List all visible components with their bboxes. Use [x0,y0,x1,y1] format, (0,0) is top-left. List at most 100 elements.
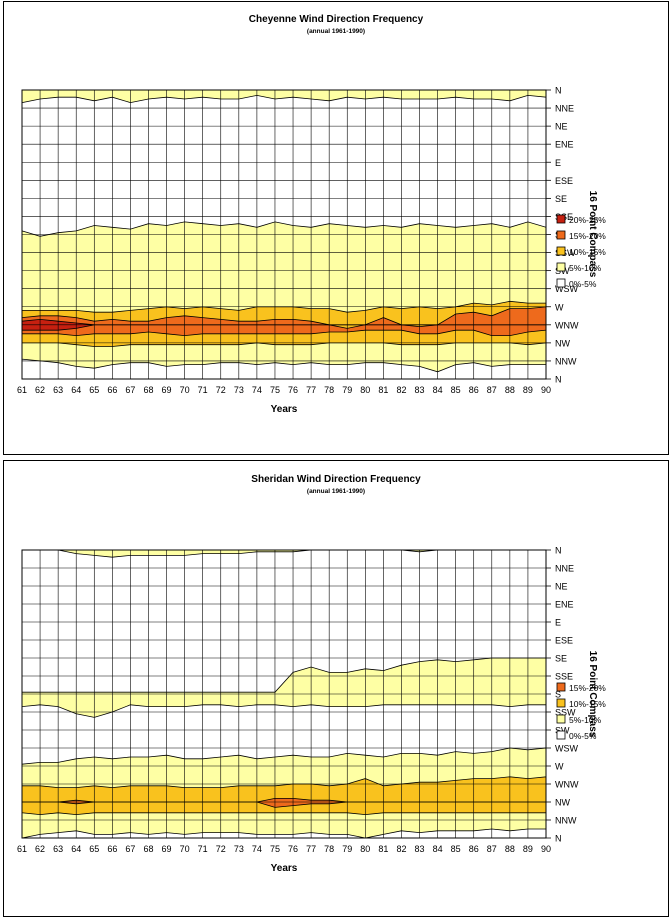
x-tick-label: 75 [270,385,280,395]
chart-title: Cheyenne Wind Direction Frequency [249,14,424,25]
x-tick-label: 79 [342,385,352,395]
legend-label: 0%-5% [569,731,597,741]
legend-label: 10%-15% [569,699,606,709]
x-tick-label: 87 [487,844,497,854]
x-tick-label: 67 [125,844,135,854]
x-tick-label: 77 [306,385,316,395]
y-tick-label: WSW [555,744,578,754]
legend-label: 15%-20% [569,231,606,241]
y-axis-title: 16 Point Compass [587,651,598,738]
y-tick-label: N [555,375,562,385]
x-tick-label: 76 [288,844,298,854]
x-tick-label: 85 [451,385,461,395]
y-tick-label: SE [555,654,567,664]
x-tick-label: 89 [523,844,533,854]
x-tick-label: 86 [469,844,479,854]
legend-label: 10%-15% [569,247,606,257]
x-tick-label: 89 [523,385,533,395]
legend-swatch [556,714,566,724]
x-tick-label: 61 [17,844,27,854]
x-tick-label: 62 [35,385,45,395]
x-tick-label: 86 [469,385,479,395]
x-tick-label: 72 [216,844,226,854]
x-tick-label: 83 [415,385,425,395]
x-tick-label: 81 [378,844,388,854]
chart-panel-sheridan: Sheridan Wind Direction Frequency (annual… [3,460,669,917]
x-tick-label: 88 [505,385,515,395]
y-tick-label: E [555,158,561,168]
legend: 15%-20% 10%-15% 5%-10% 0%-5% [556,682,606,741]
x-tick-label: 78 [324,844,334,854]
legend-swatch [556,246,566,256]
y-tick-label: W [555,302,564,312]
y-tick-label: N [555,546,562,556]
y-tick-label: W [555,762,564,772]
x-tick-label: 62 [35,844,45,854]
x-tick-label: 88 [505,844,515,854]
y-tick-label: ENE [555,140,574,150]
x-tick-label: 68 [143,844,153,854]
x-tick-label: 71 [198,385,208,395]
y-axis-title: 16 Point Compass [587,191,598,278]
x-tick-label: 66 [107,385,117,395]
x-tick-label: 64 [71,385,81,395]
y-tick-label: NNE [555,104,574,114]
x-tick-label: 90 [541,844,551,854]
y-tick-label: SSW [555,248,576,258]
x-tick-label: 67 [125,385,135,395]
y-tick-label: NNW [555,816,577,826]
chart-subtitle: (annual 1961-1990) [307,488,365,495]
contour-region-1 [21,221,547,373]
y-tick-label: NW [555,798,570,808]
x-tick-label: 76 [288,385,298,395]
x-tick-label: 70 [180,385,190,395]
y-tick-label: NE [555,122,568,132]
x-tick-label: 72 [216,385,226,395]
x-tick-label: 63 [53,385,63,395]
x-tick-label: 84 [433,844,443,854]
x-tick-label: 73 [234,385,244,395]
x-tick-label: 69 [162,385,172,395]
legend-label: 15%-20% [569,683,606,693]
x-tick-label: 64 [71,844,81,854]
legend-swatch [556,214,566,224]
x-tick-label: 66 [107,844,117,854]
x-tick-label: 65 [89,385,99,395]
chart-panel-cheyenne: Cheyenne Wind Direction Frequency (annual… [3,1,669,455]
legend: 20%-25% 15%-20% 10%-15% 5%-10% 0%-5% [556,214,606,289]
x-tick-label: 80 [360,844,370,854]
legend-swatch [556,698,566,708]
x-tick-label: 90 [541,385,551,395]
legend-swatch [556,730,566,740]
y-tick-label: NE [555,582,568,592]
chart-svg-sheridan: Sheridan Wind Direction Frequency (annual… [17,474,606,874]
x-tick-label: 84 [433,385,443,395]
y-tick-label: ESE [555,636,573,646]
chart-title: Sheridan Wind Direction Frequency [251,474,421,485]
chart-svg-cheyenne: Cheyenne Wind Direction Frequency (annual… [17,14,606,415]
x-tick-label: 73 [234,844,244,854]
y-tick-label: SSE [555,672,573,682]
x-tick-label: 79 [342,844,352,854]
x-axis-title: Years [271,404,298,415]
y-tick-label: SSW [555,708,576,718]
x-tick-label: 83 [415,844,425,854]
x-tick-label: 65 [89,844,99,854]
x-tick-label: 87 [487,385,497,395]
y-tick-label: ENE [555,600,574,610]
chart-subtitle: (annual 1961-1990) [307,28,365,35]
x-tick-label: 74 [252,385,262,395]
y-tick-label: WSW [555,284,578,294]
y-tick-label: WNW [555,320,579,330]
y-tick-label: SW [555,726,570,736]
x-tick-label: 61 [17,385,27,395]
legend-swatch [556,262,566,272]
legend-label: 5%-10% [569,263,602,273]
legend-label: 0%-5% [569,279,597,289]
y-tick-label: NNW [555,356,577,366]
x-tick-label: 78 [324,385,334,395]
x-tick-label: 82 [396,385,406,395]
legend-swatch [556,278,566,288]
y-tick-label: NNE [555,564,574,574]
x-tick-label: 63 [53,844,63,854]
